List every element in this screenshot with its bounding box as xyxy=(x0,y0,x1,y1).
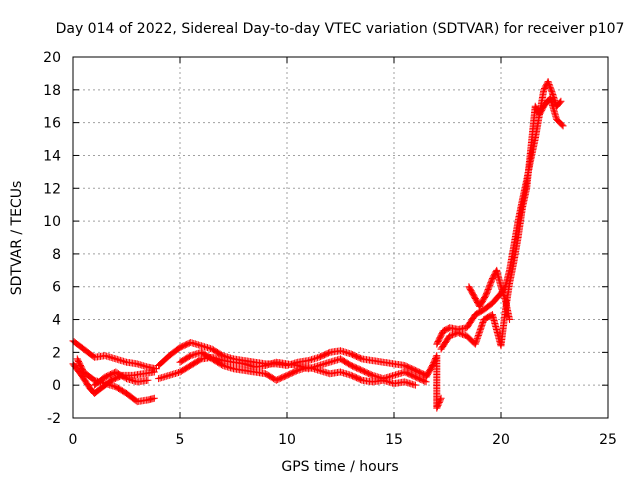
data-point xyxy=(477,323,485,331)
data-point xyxy=(474,333,482,341)
data-point xyxy=(477,324,485,332)
data-point xyxy=(473,336,481,344)
data-point xyxy=(545,80,553,88)
data-point xyxy=(450,330,458,338)
data-point xyxy=(476,327,484,335)
y-tick-label: 20 xyxy=(43,50,61,66)
data-point xyxy=(150,368,158,376)
x-tick-label: 15 xyxy=(385,432,403,448)
data-point xyxy=(324,349,332,357)
y-tick-label: 6 xyxy=(52,280,61,296)
x-tick-label: 0 xyxy=(69,432,78,448)
x-tick-label: 20 xyxy=(492,432,510,448)
data-point xyxy=(546,82,554,90)
data-point xyxy=(547,85,555,93)
data-point xyxy=(472,339,480,347)
data-point xyxy=(144,376,152,384)
data-point xyxy=(546,83,554,91)
data-point xyxy=(447,331,455,339)
y-tick-label: 16 xyxy=(43,116,61,132)
data-point xyxy=(547,86,555,94)
data-point xyxy=(150,394,158,402)
x-tick-label: 25 xyxy=(599,432,617,448)
data-point xyxy=(437,394,445,402)
data-point xyxy=(436,396,444,404)
data-point xyxy=(217,361,225,369)
axis-ticks: 0 5 10 15 20 25 -2 0 2 4 6 8 10 12 14 16 18 20 xyxy=(43,50,617,448)
data-point xyxy=(544,78,552,86)
data-point xyxy=(506,316,514,324)
data-point xyxy=(121,374,129,382)
data-point xyxy=(474,331,482,339)
data-point xyxy=(559,122,567,130)
data-point xyxy=(475,329,483,337)
data-point xyxy=(460,331,468,339)
data-point xyxy=(478,320,486,328)
data-marks xyxy=(69,78,567,412)
y-tick-label: 4 xyxy=(52,313,61,329)
x-tick-label: 5 xyxy=(176,432,185,448)
plot-frame xyxy=(72,56,609,419)
y-tick-label: 2 xyxy=(52,345,61,361)
data-point xyxy=(357,376,365,384)
x-tick-label: 10 xyxy=(278,432,296,448)
chart-title: Day 014 of 2022, Sidereal Day-to-day VTE… xyxy=(56,21,625,37)
data-point xyxy=(473,334,481,342)
data-point xyxy=(458,330,466,338)
x-axis-label: GPS time / hours xyxy=(281,459,398,475)
y-tick-label: 14 xyxy=(43,148,61,164)
data-point xyxy=(454,329,462,337)
data-point xyxy=(457,330,465,338)
data-point xyxy=(479,318,487,326)
data-point xyxy=(367,371,375,379)
data-point xyxy=(557,97,565,105)
data-point xyxy=(421,377,429,385)
y-tick-label: 18 xyxy=(43,83,61,99)
data-point xyxy=(476,326,484,334)
data-point xyxy=(478,321,486,329)
data-point xyxy=(196,356,204,364)
data-point xyxy=(475,330,483,338)
data-point xyxy=(471,340,479,348)
data-point xyxy=(448,331,456,339)
data-point xyxy=(185,352,193,360)
data-point xyxy=(292,367,300,375)
data-point xyxy=(456,329,464,337)
data-point xyxy=(446,332,454,340)
y-tick-label: -2 xyxy=(47,411,61,427)
y-axis-label: SDTVAR / TECUs xyxy=(9,181,25,296)
y-tick-label: 0 xyxy=(52,378,61,394)
data-point xyxy=(357,354,365,362)
data-point xyxy=(472,337,480,345)
y-tick-label: 12 xyxy=(43,181,61,197)
y-tick-label: 10 xyxy=(43,214,61,230)
data-point xyxy=(545,79,553,87)
y-tick-label: 8 xyxy=(52,247,61,263)
data-point xyxy=(556,98,564,106)
data-point xyxy=(558,121,566,129)
data-point xyxy=(411,381,419,389)
data-point xyxy=(548,88,556,96)
